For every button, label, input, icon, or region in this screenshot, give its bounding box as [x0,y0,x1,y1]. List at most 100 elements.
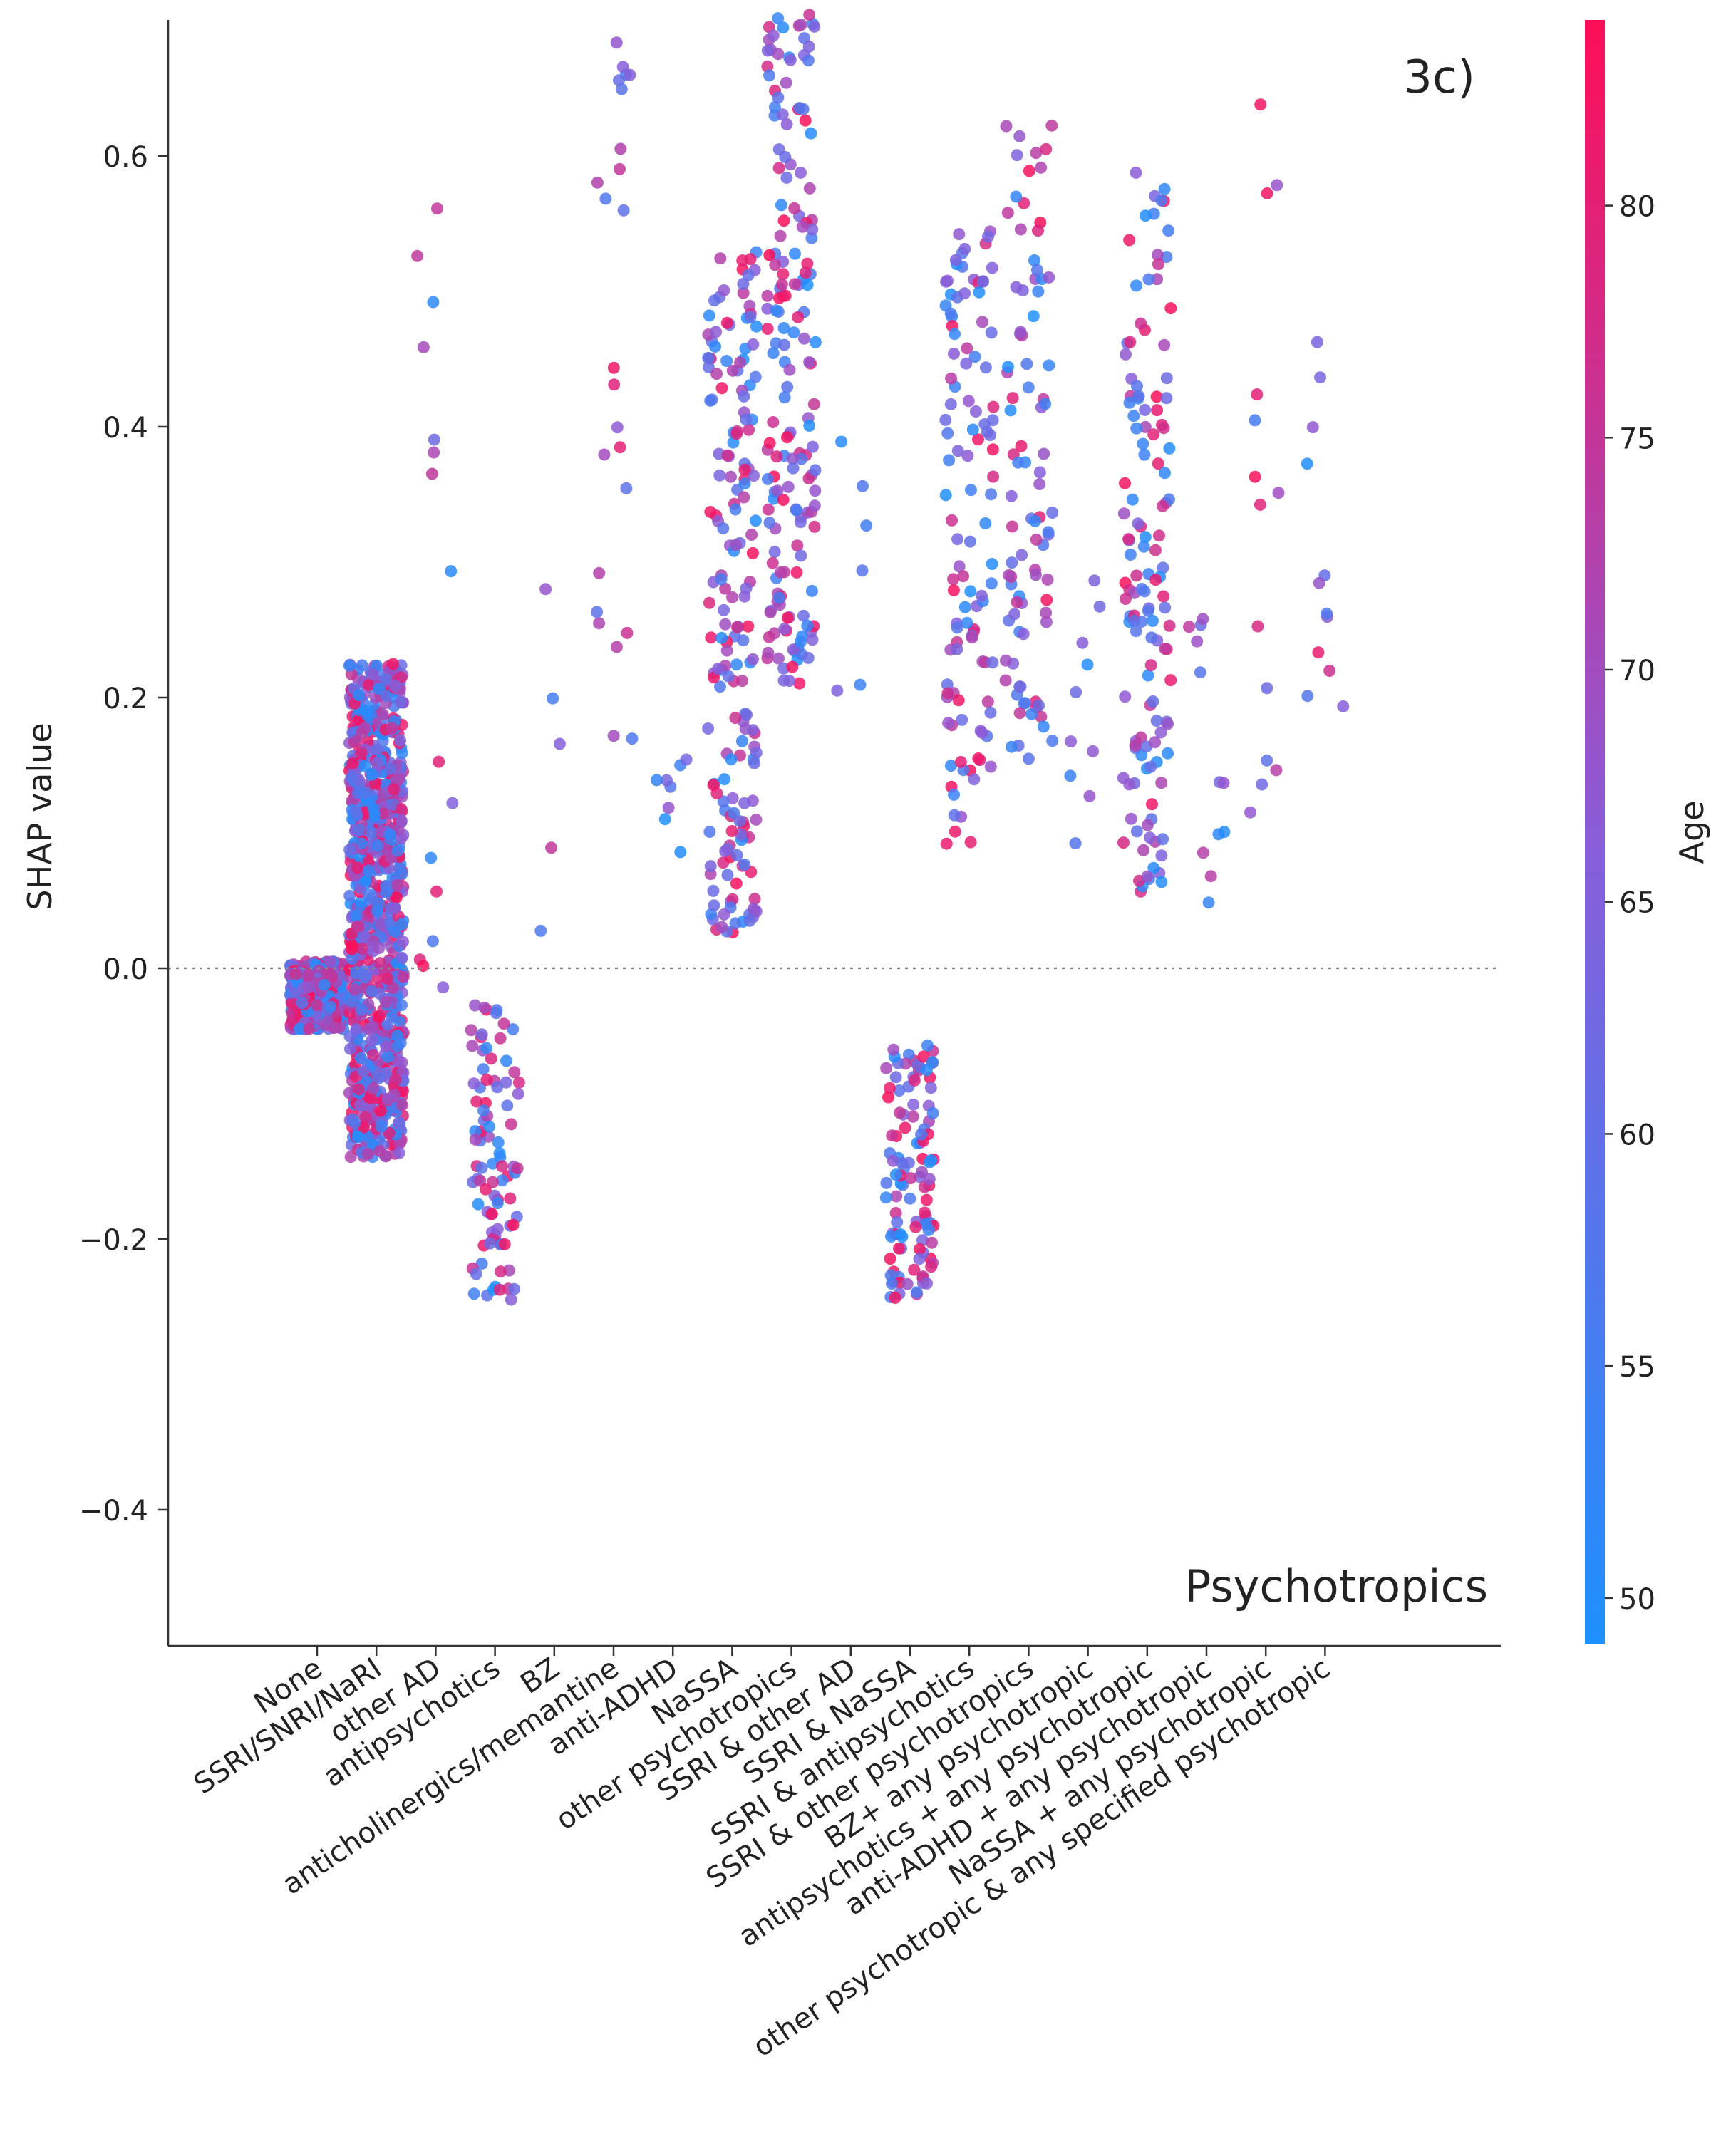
data-point [1124,336,1137,348]
data-point [788,278,801,291]
data-point [709,341,722,353]
data-point [962,395,975,408]
data-point [1117,507,1130,520]
data-point [748,757,760,769]
data-point [919,1206,931,1219]
data-point [999,654,1012,667]
data-point [798,332,810,345]
data-point [431,202,443,215]
data-point [735,735,748,747]
data-point [808,520,821,533]
data-point [890,1190,903,1203]
data-point [366,1034,378,1046]
data-point [762,646,775,659]
data-point [1139,209,1152,222]
data-point [977,275,990,288]
data-point [926,1056,939,1069]
data-point [887,1154,899,1167]
data-point [534,924,547,937]
data-point [803,356,816,368]
data-point [889,1292,901,1304]
data-point [491,1081,504,1094]
data-point [764,606,777,618]
data-point [985,577,998,590]
data-point [966,423,979,436]
data-point [512,1087,524,1100]
data-point [350,965,363,978]
data-point [882,1091,894,1104]
data-point [718,908,730,921]
data-point [467,1077,480,1090]
data-point [733,815,746,828]
data-point [386,658,399,670]
data-point [362,1022,375,1035]
data-point [1139,403,1152,416]
data-point [466,1040,479,1052]
data-point [1158,338,1171,351]
data-point [395,802,408,815]
data-point [381,1018,394,1031]
data-point [976,316,988,328]
data-point [1261,187,1273,199]
data-point [417,341,430,353]
data-point [726,591,738,603]
data-point [611,421,624,434]
data-point [772,48,785,61]
data-point [894,1106,906,1119]
scatter-points [284,9,1350,1306]
data-point [747,653,759,665]
data-point [1035,161,1048,174]
data-point [504,1192,517,1205]
data-point [371,757,383,769]
colorbar-tick-label: 60 [1619,1119,1655,1151]
data-point [1162,747,1174,760]
data-point [1070,686,1082,698]
data-point [768,100,781,113]
data-point [787,462,800,475]
data-point [480,1042,493,1054]
data-point [923,1173,936,1186]
data-point [660,774,673,787]
data-point [802,472,815,485]
data-point [713,469,726,482]
data-point [430,885,443,898]
data-point [1163,619,1176,632]
data-point [958,243,971,255]
data-point [386,722,398,735]
data-point [707,884,720,897]
data-point [801,619,814,632]
data-point [781,431,793,444]
data-point [791,539,804,552]
data-point [1337,700,1350,712]
data-point [718,603,730,616]
data-point [475,1028,488,1041]
data-point [371,743,383,756]
data-point [467,1287,480,1300]
data-point [396,747,408,760]
data-point [1025,708,1038,720]
data-point [1142,273,1155,286]
data-point [884,1253,896,1265]
data-point [483,1120,495,1133]
data-point [763,249,776,261]
data-point [707,779,720,792]
colorbar-tick-label: 55 [1619,1351,1655,1384]
data-point [778,391,791,404]
data-point [944,307,957,320]
data-point [777,21,790,34]
data-point [1083,789,1096,802]
data-point [803,420,816,432]
data-point [615,83,628,95]
data-point [940,837,953,850]
data-point [807,398,820,410]
data-point [363,678,376,691]
data-point [802,40,815,53]
data-point [381,1093,394,1106]
data-point [889,1168,902,1181]
data-point [957,570,969,583]
data-point [356,943,369,955]
data-point [397,970,410,983]
data-point [719,582,732,595]
data-point [1081,658,1094,671]
data-point [433,755,445,768]
